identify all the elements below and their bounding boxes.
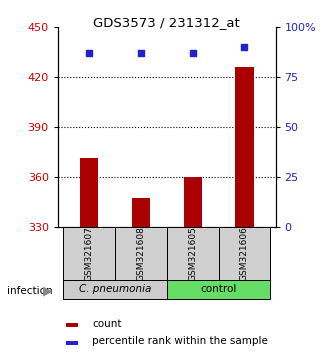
Bar — [132, 198, 150, 227]
Text: GSM321606: GSM321606 — [240, 225, 249, 281]
Bar — [80, 158, 98, 227]
Text: GSM321605: GSM321605 — [188, 225, 197, 281]
Bar — [66, 341, 78, 345]
Bar — [66, 324, 78, 327]
Text: GSM321608: GSM321608 — [136, 225, 145, 281]
FancyBboxPatch shape — [218, 227, 270, 280]
Point — [190, 50, 195, 55]
FancyBboxPatch shape — [63, 227, 115, 280]
Point — [242, 44, 247, 49]
Text: count: count — [92, 319, 121, 329]
Text: ▶: ▶ — [43, 285, 53, 297]
Text: GSM321607: GSM321607 — [84, 225, 93, 281]
Point — [86, 50, 91, 55]
Text: percentile rank within the sample: percentile rank within the sample — [92, 336, 268, 346]
FancyBboxPatch shape — [63, 280, 167, 299]
FancyBboxPatch shape — [115, 227, 167, 280]
FancyBboxPatch shape — [167, 227, 218, 280]
Text: C. pneumonia: C. pneumonia — [79, 284, 151, 295]
Bar — [183, 177, 202, 227]
Text: control: control — [200, 284, 237, 295]
Text: GDS3573 / 231312_at: GDS3573 / 231312_at — [93, 16, 240, 29]
Bar — [235, 67, 253, 227]
Point — [138, 50, 143, 55]
FancyBboxPatch shape — [167, 280, 270, 299]
Text: infection: infection — [7, 286, 52, 296]
